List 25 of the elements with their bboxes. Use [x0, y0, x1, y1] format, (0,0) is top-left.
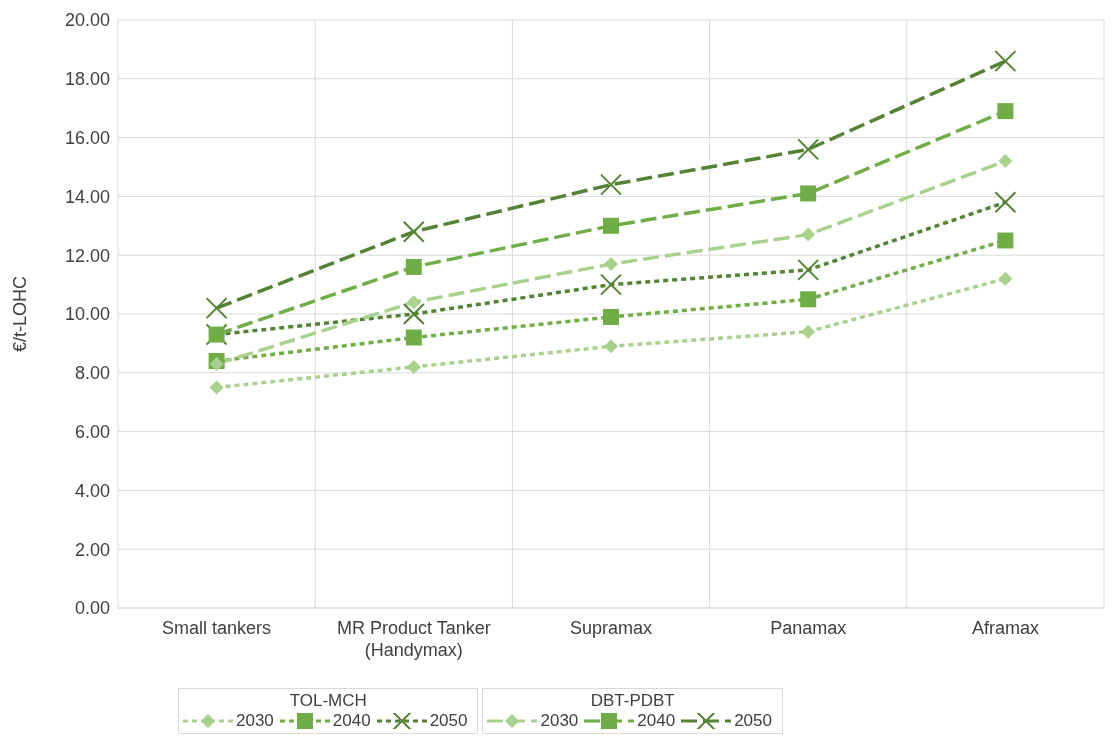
- x-tick-label: Small tankers: [162, 618, 272, 638]
- y-axis-title: €/t-LOHC: [10, 275, 31, 353]
- text: TOL-MCH: [289, 691, 367, 710]
- legend-label: 2050: [429, 711, 468, 731]
- legend-label: 2050: [734, 711, 772, 731]
- legend-label: 2030: [540, 711, 579, 731]
- y-tick-label: 12.00: [64, 245, 110, 266]
- y-tick-label: 6.00: [74, 421, 110, 442]
- x-tick-label: Aframax: [971, 618, 1039, 638]
- x-tick-label: Supramax: [569, 618, 653, 638]
- y-tick-label: 18.00: [64, 69, 110, 90]
- x-tick-label: MR Product Tanker (Handymax): [336, 618, 491, 660]
- text: DBT-PDBT: [590, 691, 675, 710]
- y-tick-label: 10.00: [64, 304, 110, 325]
- legend-label: 2040: [637, 711, 676, 731]
- y-tick-label: 0.00: [74, 598, 110, 619]
- y-tick-label: 14.00: [64, 186, 110, 207]
- y-tick-label: 8.00: [74, 363, 110, 384]
- y-tick-label: 20.00: [64, 10, 110, 31]
- y-tick-label: 2.00: [74, 539, 110, 560]
- legend-label: 2040: [332, 711, 371, 731]
- legend-label: 2030: [236, 711, 274, 731]
- y-tick-label: 4.00: [74, 480, 110, 501]
- x-tick-label: Panamax: [770, 618, 847, 638]
- y-tick-label: 16.00: [64, 127, 110, 148]
